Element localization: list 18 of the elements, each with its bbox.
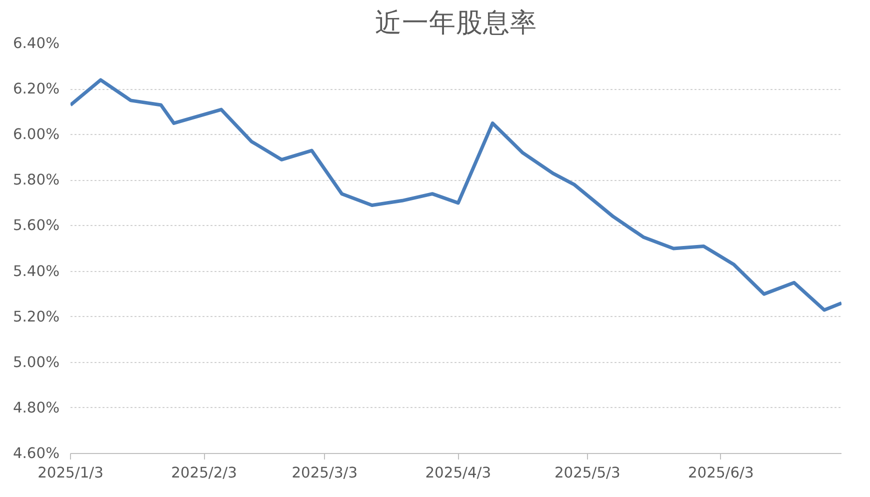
y-tick-label: 6.40%	[12, 35, 60, 52]
y-tick-label: 5.00%	[12, 354, 60, 371]
y-tick-label: 5.40%	[12, 262, 60, 280]
line-series	[70, 78, 842, 312]
y-tick-label: 5.60%	[12, 217, 60, 234]
x-tick-label: 2025/4/3	[425, 464, 492, 482]
y-tick-label: 5.20%	[12, 308, 60, 326]
x-tick-label: 2025/2/3	[171, 464, 237, 482]
x-tick-label: 2025/6/3	[688, 464, 754, 482]
y-tick-label: 5.80%	[12, 172, 60, 189]
x-tick-label: 2025/3/3	[292, 464, 358, 482]
x-tick-label: 2025/5/3	[554, 464, 620, 482]
x-tick-label: 2025/1/3	[38, 464, 104, 482]
y-tick-label: 6.20%	[12, 80, 60, 98]
y-tick-label: 4.60%	[12, 445, 60, 462]
chart-title: 近一年股息率	[375, 8, 537, 38]
y-tick-label: 6.00%	[12, 126, 60, 144]
y-tick-label: 4.80%	[12, 399, 60, 416]
